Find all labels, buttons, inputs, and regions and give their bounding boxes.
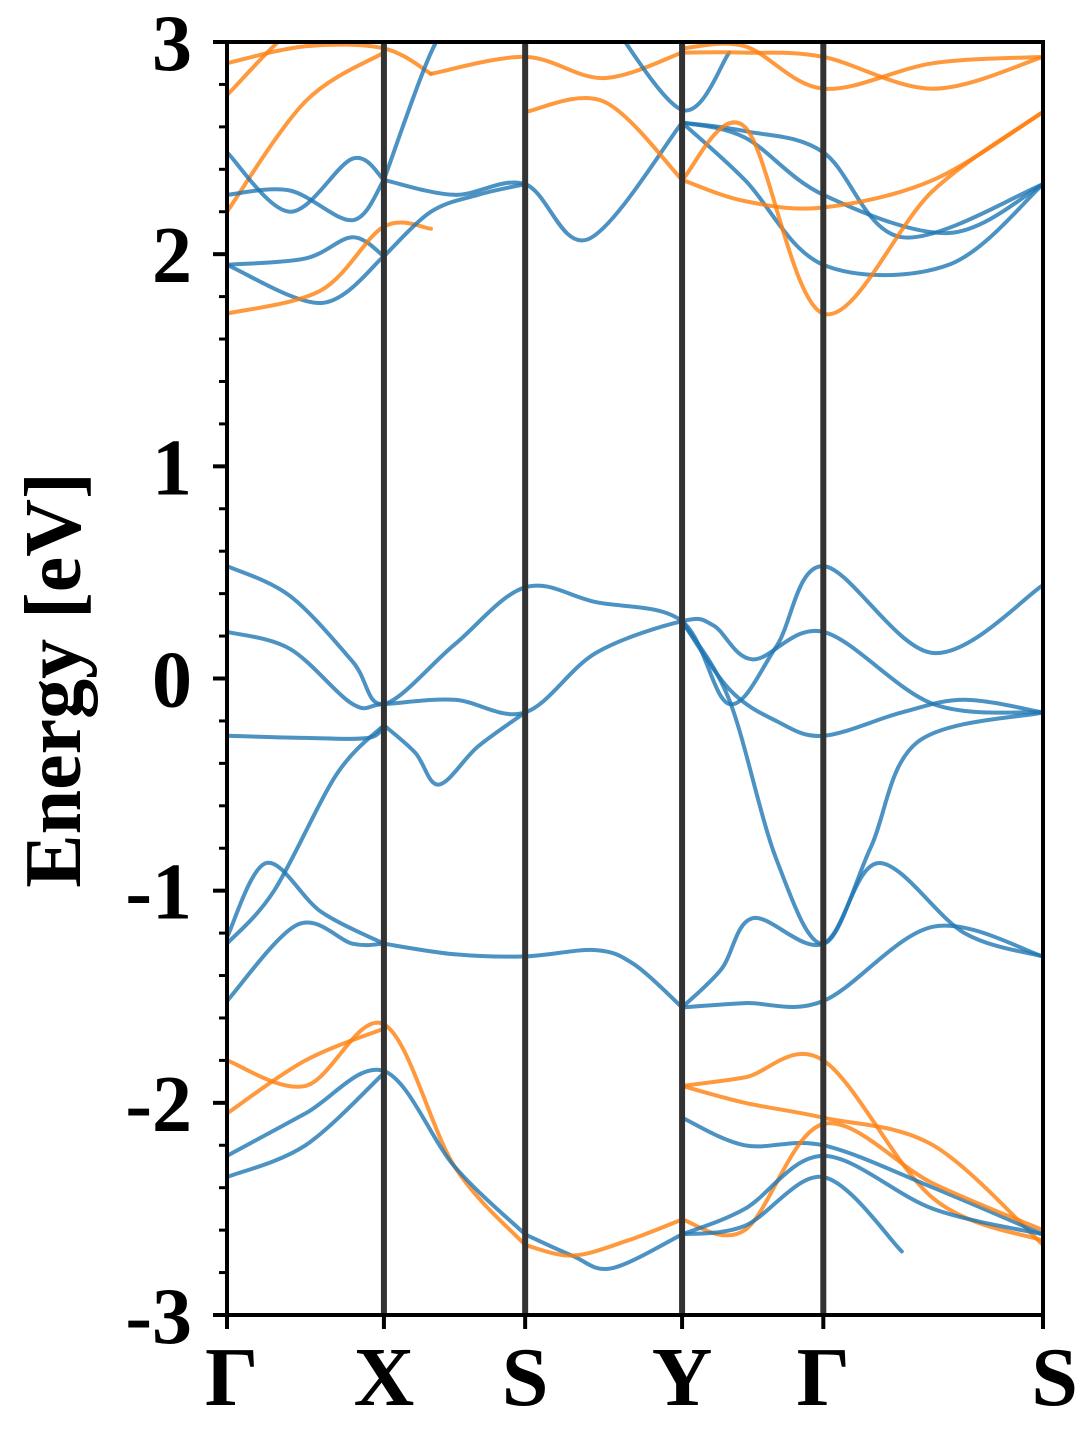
x-tick-label-1: X (354, 1331, 415, 1424)
band-line-blue-38 (680, 120, 1043, 240)
y-tick-label-2: -1 (125, 849, 192, 937)
band-line-blue-20 (680, 1115, 1043, 1237)
x-tick-label-4: Γ (797, 1331, 850, 1424)
band-line-orange-41 (680, 110, 1043, 211)
plot-frame (225, 40, 1045, 1317)
y-tick-label-3: 0 (152, 637, 192, 725)
band-line-blue-23 (680, 1175, 904, 1254)
band-line-orange-36 (429, 50, 685, 81)
x-tick-label-3: Y (652, 1331, 713, 1424)
band-line-blue-1 (227, 616, 1043, 717)
band-line-blue-32 (381, 120, 685, 243)
band-line-blue-0 (227, 564, 1043, 707)
band-line-blue-22 (680, 1153, 1043, 1237)
band-line-orange-21 (680, 1121, 1043, 1238)
band-line-blue-5 (227, 723, 386, 946)
band-line-blue-8 (227, 920, 386, 1003)
band-lines (227, 42, 1043, 1272)
band-line-orange-30 (227, 220, 433, 316)
x-tick-label-2: S (502, 1331, 549, 1424)
y-tick-label-1: -2 (125, 1061, 192, 1149)
high-symmetry-lines (380, 42, 827, 1315)
x-tick-label-0: Γ (205, 1331, 258, 1424)
band-line-blue-10 (680, 861, 1043, 1010)
band-line-blue-27 (227, 150, 386, 214)
band-line-blue-29 (227, 254, 386, 306)
band-line-orange-35 (523, 95, 685, 182)
y-axis-label: Energy [eV] (10, 472, 98, 887)
band-line-blue-7 (227, 861, 386, 946)
band-line-orange-19 (680, 1083, 1043, 1247)
y-tick-label-0: -3 (125, 1273, 192, 1361)
band-line-orange-44 (680, 50, 1043, 91)
band-line-orange-31 (227, 42, 433, 76)
x-tick-label-5: S (1031, 1331, 1078, 1424)
band-line-blue-3 (381, 710, 528, 787)
band-line-blue-34 (381, 42, 439, 182)
band-line-blue-15 (227, 1071, 386, 1180)
band-line-blue-26 (227, 177, 386, 223)
band-line-blue-16 (523, 1232, 685, 1272)
band-line-orange-17 (523, 1217, 685, 1258)
band-line-orange-24 (227, 50, 386, 214)
band-line-orange-25 (227, 42, 282, 97)
band-line-blue-11 (680, 923, 1043, 1010)
y-tick-label-5: 2 (152, 212, 192, 300)
y-tick-label-4: 1 (152, 424, 192, 512)
band-line-blue-28 (227, 235, 386, 267)
band-line-blue-14 (227, 1067, 528, 1237)
band-line-blue-2 (227, 723, 386, 741)
band-line-blue-39 (680, 120, 1043, 236)
y-ticks: -3 -2 -1 0 1 2 3 (125, 0, 227, 1361)
band-line-blue-9 (381, 941, 685, 1010)
y-tick-label-6: 3 (152, 0, 192, 88)
band-line-orange-13 (227, 1026, 386, 1116)
band-line-blue-6 (680, 619, 1043, 946)
band-line-blue-33 (381, 182, 528, 259)
